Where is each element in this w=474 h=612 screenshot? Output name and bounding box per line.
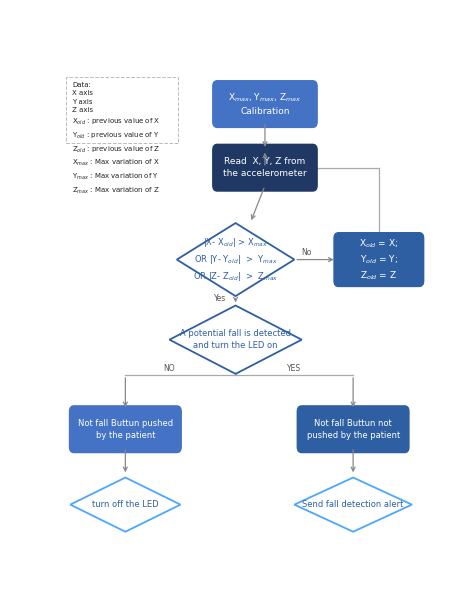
Text: Data:
X axis
Y axis
Z axis
X$_{old}$ : previous value of X
Y$_{old}$ : previous : Data: X axis Y axis Z axis X$_{old}$ : p… <box>72 82 161 196</box>
Text: |X- X$_{old}$| > X$_{max}$
OR |Y- Y$_{old}$|  >  Y$_{max}$
OR |Z- Z$_{old}$|  > : |X- X$_{old}$| > X$_{max}$ OR |Y- Y$_{ol… <box>193 236 278 283</box>
Text: Read  X, Y, Z from
the accelerometer: Read X, Y, Z from the accelerometer <box>223 157 307 178</box>
Polygon shape <box>177 223 294 296</box>
Text: Not fall Buttun pushed
by the patient: Not fall Buttun pushed by the patient <box>78 419 173 439</box>
FancyBboxPatch shape <box>297 406 409 452</box>
Text: NO: NO <box>164 364 175 373</box>
FancyBboxPatch shape <box>70 406 181 452</box>
Text: X$_{old}$ = X;
Y$_{old}$ = Y;
Z$_{old}$ = Z: X$_{old}$ = X; Y$_{old}$ = Y; Z$_{old}$ … <box>359 237 399 282</box>
FancyBboxPatch shape <box>213 81 317 127</box>
FancyBboxPatch shape <box>334 233 424 286</box>
Polygon shape <box>294 477 412 532</box>
Text: turn off the LED: turn off the LED <box>92 500 159 509</box>
Text: Not fall Buttun not
pushed by the patient: Not fall Buttun not pushed by the patien… <box>307 419 400 439</box>
Text: X$_{max}$, Y$_{max}$, Z$_{max}$
Calibration: X$_{max}$, Y$_{max}$, Z$_{max}$ Calibrat… <box>228 92 301 116</box>
Text: YES: YES <box>287 364 301 373</box>
Polygon shape <box>70 477 181 532</box>
Text: A potential fall is detected
and turn the LED on: A potential fall is detected and turn th… <box>180 329 291 350</box>
Text: Send fall detection alert: Send fall detection alert <box>302 500 404 509</box>
FancyBboxPatch shape <box>66 77 178 143</box>
Polygon shape <box>169 305 301 374</box>
Text: Yes: Yes <box>214 294 227 302</box>
Text: No: No <box>301 248 312 257</box>
FancyBboxPatch shape <box>213 144 317 191</box>
